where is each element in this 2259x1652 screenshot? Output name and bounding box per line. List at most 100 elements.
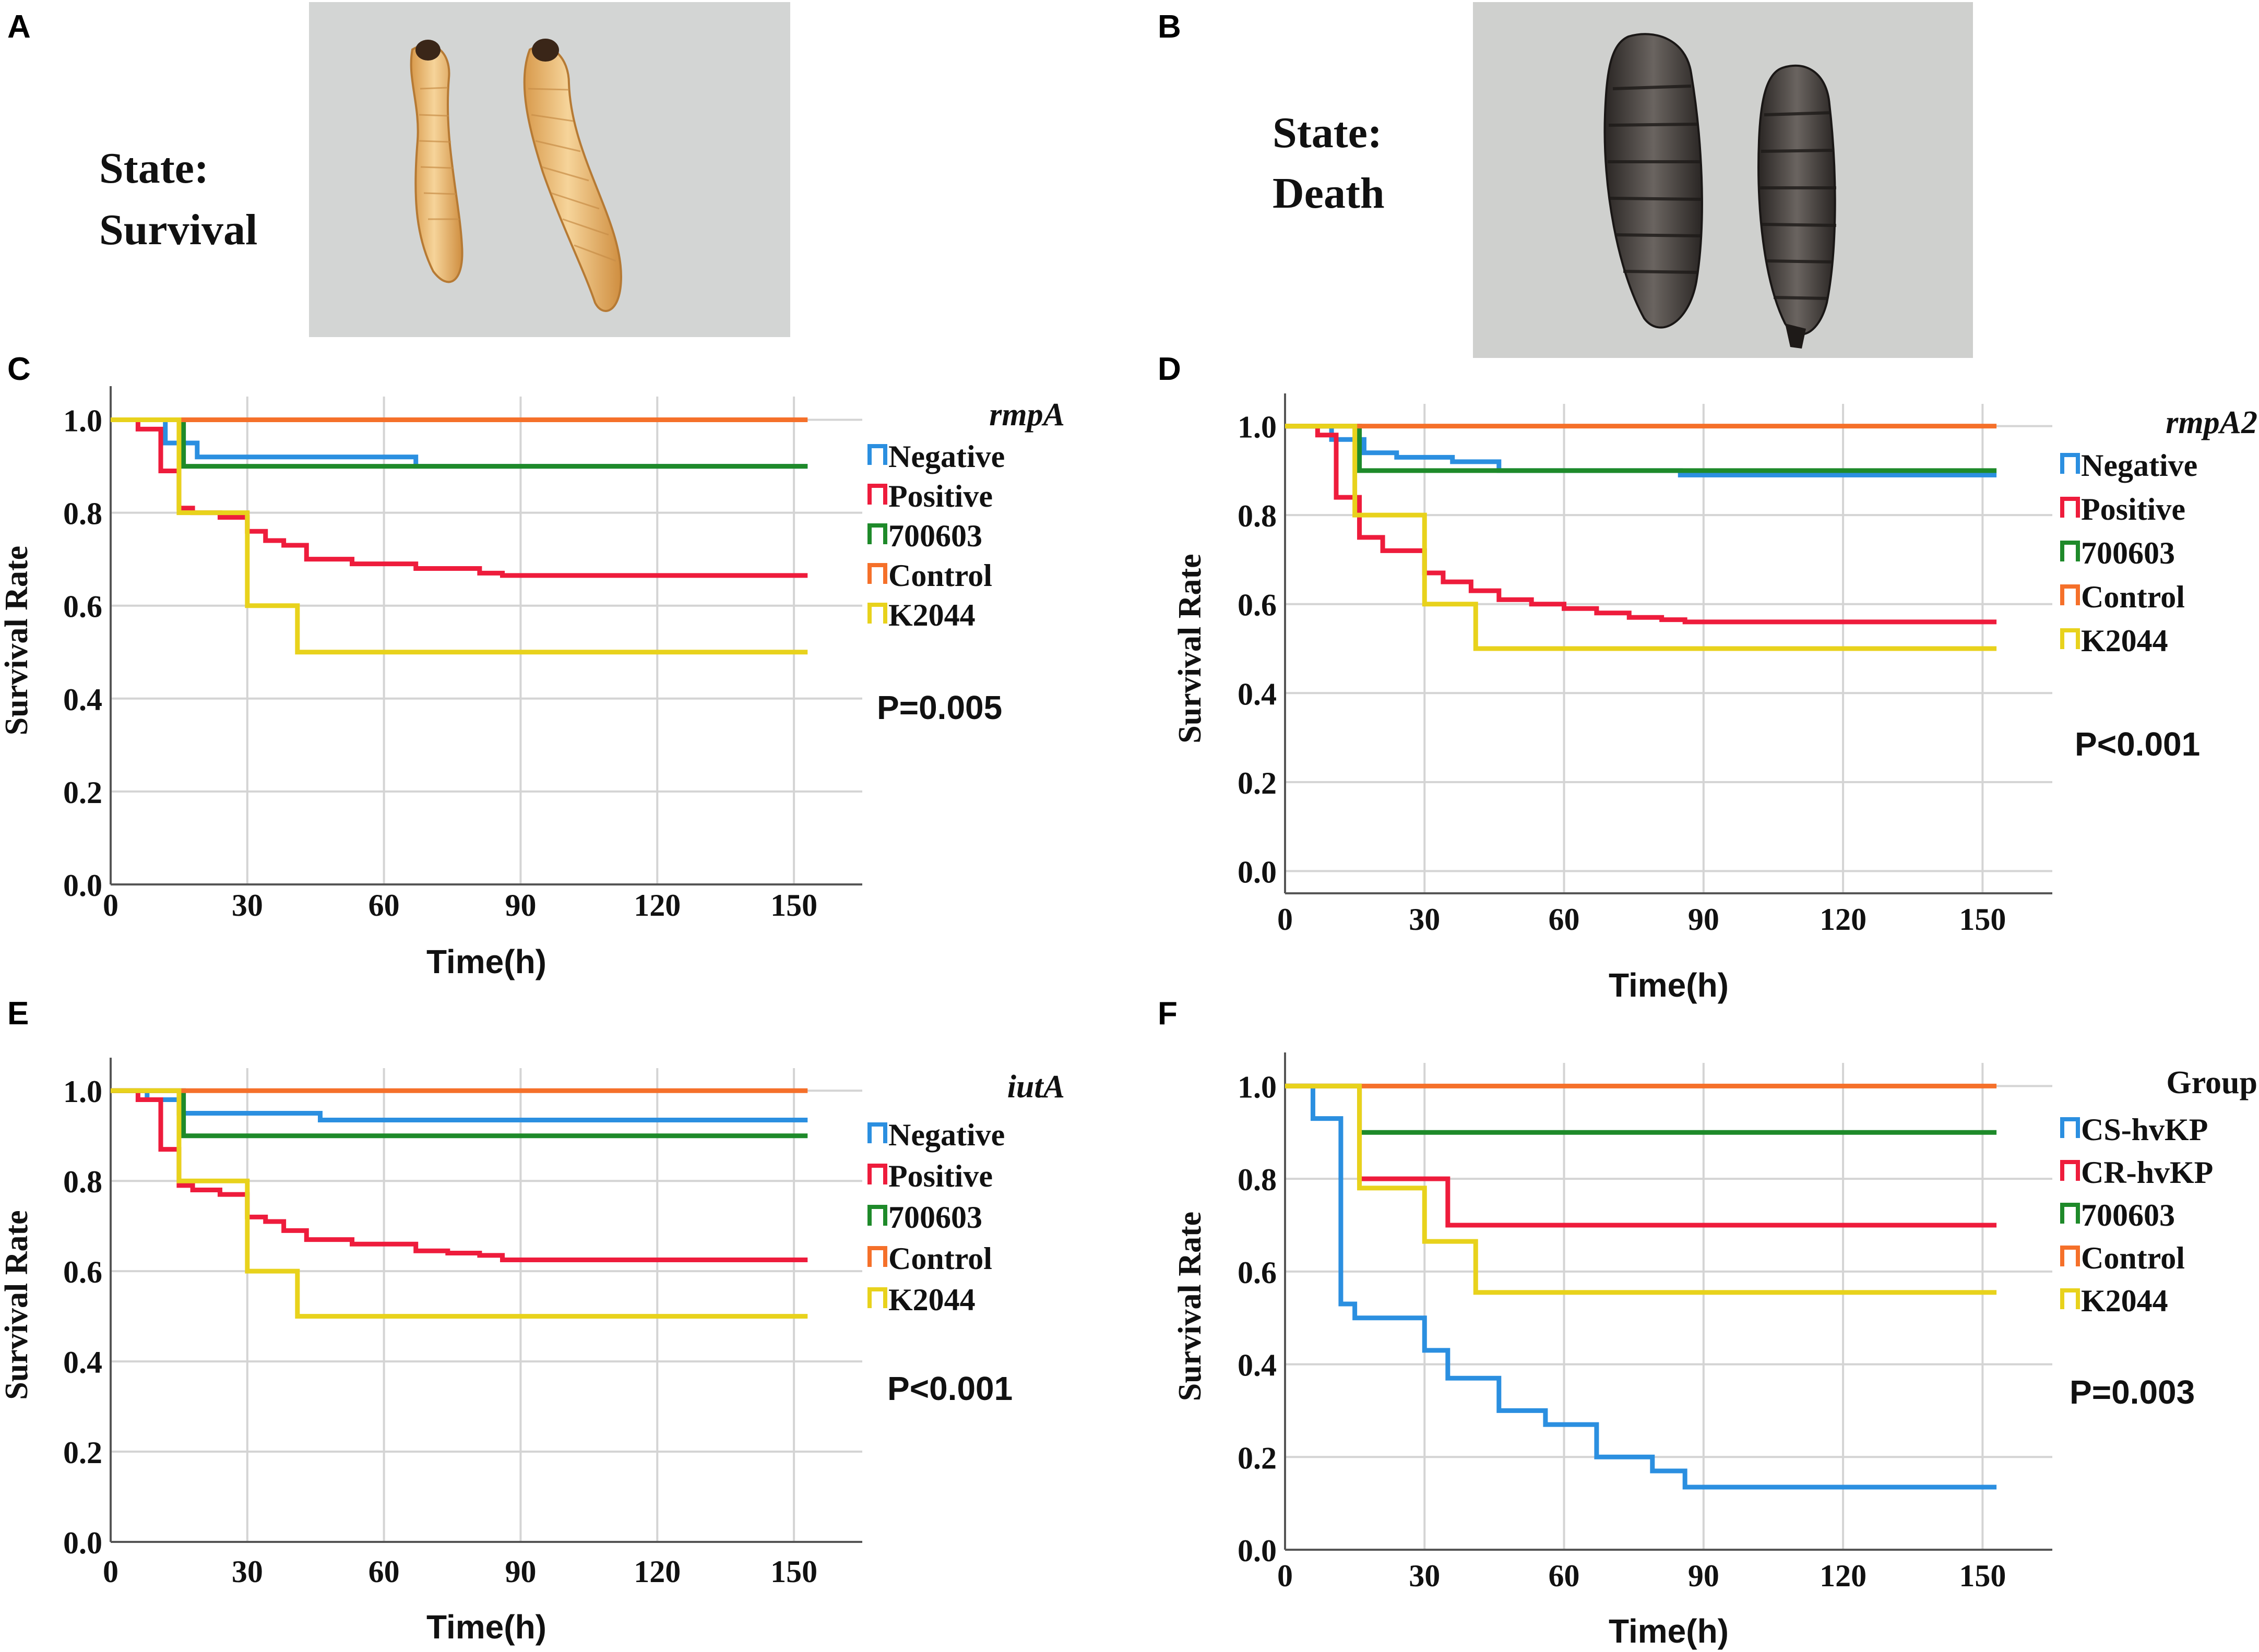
p-value: P=0.003 [2070, 1373, 2195, 1411]
legend-swatch-k2044 [867, 1287, 887, 1308]
panel-letter-c: C [7, 351, 31, 387]
panel-d-chart: D 0.0 0.2 0.4 0.6 0.8 1.0 0 30 60 90 120 150 Time(h) S… [1158, 351, 2257, 1004]
live-larva-right-head [532, 39, 559, 62]
x-tick-label: 120 [634, 1554, 681, 1589]
legend-title: Group [2166, 1065, 2257, 1100]
x-tick-label: 0 [1277, 1559, 1293, 1593]
x-tick-label: 150 [770, 888, 817, 923]
x-tick-label: 120 [1820, 1559, 1866, 1593]
series-line-700603 [1285, 424, 1997, 473]
live-larva-left [410, 44, 463, 283]
y-tick-label: 0.6 [1238, 1255, 1277, 1290]
legend-swatch-negative [2060, 453, 2080, 474]
legend-label: Positive [888, 479, 993, 513]
legend-title: rmpA [989, 397, 1065, 433]
x-tick-label: 150 [1959, 902, 2006, 937]
panel-c-chart: C 0.0 0.2 0.4 0.6 0.8 1.0 0 30 60 90 120 150 Time(h) S… [0, 351, 1065, 980]
legend-swatch-control [867, 1246, 887, 1267]
y-axis-label: Survival Rate [0, 1210, 34, 1399]
y-tick-label: 1.0 [1238, 410, 1277, 445]
state-label-b: State: [1273, 109, 1382, 157]
y-axis-label: Survival Rate [1172, 1212, 1208, 1401]
legend-label: Control [888, 558, 992, 593]
panel-letter-e: E [7, 996, 29, 1032]
legend-label: 700603 [2081, 1198, 2175, 1232]
panel-f-chart: F 0.0 0.2 0.4 0.6 0.8 1.0 0 30 60 90 120 150 Time(h) S… [1158, 996, 2257, 1650]
x-tick-label: 0 [1277, 902, 1293, 937]
legend-label: 700603 [2081, 536, 2175, 570]
series-line-positive [111, 417, 808, 578]
legend-swatch-k2044 [2060, 628, 2080, 649]
legend-label: Control [2081, 1241, 2185, 1275]
legend-label: K2044 [888, 1283, 976, 1317]
panel-letter-a: A [7, 9, 31, 45]
series-line-negative [111, 1088, 808, 1122]
y-tick-label: 0.8 [63, 1165, 102, 1199]
x-tick-label: 90 [505, 888, 536, 923]
series-line-negative [111, 417, 808, 469]
legend-swatch-cs-hvkp [2060, 1117, 2080, 1138]
x-tick-label: 0 [103, 888, 118, 923]
series-line-positive [111, 1088, 808, 1263]
x-tick-label: 30 [232, 888, 263, 923]
x-tick-label: 60 [368, 888, 400, 923]
x-tick-label: 150 [770, 1554, 817, 1589]
y-tick-label: 0.4 [1238, 1348, 1277, 1383]
panel-e-chart: E 0.0 0.2 0.4 0.6 0.8 1.0 0 30 60 90 120 150 Time(h) S… [0, 996, 1065, 1646]
legend-swatch-control [2060, 1246, 2080, 1266]
x-tick-label: 30 [232, 1554, 263, 1589]
x-axis-label: Time(h) [1609, 1612, 1729, 1650]
legend-swatch-k2044 [2060, 1288, 2080, 1309]
y-axis-label: Survival Rate [1172, 554, 1208, 743]
legend-label: Negative [2081, 448, 2197, 483]
x-tick-label: 120 [1820, 902, 1866, 937]
series-line-k2044 [1285, 1083, 1997, 1295]
series-line-negative [1285, 424, 1997, 477]
y-tick-label: 0.0 [1238, 1534, 1277, 1568]
dead-larva-right [1757, 64, 1836, 336]
y-tick-label: 0.8 [1238, 1163, 1277, 1197]
series-line-positive [1285, 424, 1997, 625]
y-tick-label: 1.0 [63, 404, 102, 438]
y-axis-label: Survival Rate [0, 546, 34, 735]
legend-swatch-700603 [2060, 1203, 2080, 1224]
photo-b-background [1473, 2, 1973, 358]
legend-swatch-700603 [867, 523, 887, 544]
live-larva-right [523, 45, 623, 312]
series-line-cr-hvkp [1285, 1083, 1997, 1228]
legend-label: Negative [888, 439, 1005, 474]
legend-label: K2044 [888, 598, 976, 632]
y-tick-label: 0.2 [1238, 1441, 1277, 1475]
series-line-k2044 [111, 417, 808, 655]
y-tick-label: 0.4 [63, 683, 102, 717]
p-value: P<0.001 [887, 1370, 1013, 1407]
legend-label: Positive [888, 1159, 993, 1193]
x-tick-label: 120 [634, 888, 681, 923]
legend-label: Control [888, 1241, 992, 1276]
y-tick-label: 0.2 [1238, 766, 1277, 800]
x-tick-label: 60 [1549, 1559, 1580, 1593]
legend-swatch-control [2060, 584, 2080, 605]
panel-letter-b: B [1158, 9, 1181, 45]
legend-label: Negative [888, 1118, 1005, 1152]
legend-swatch-negative [867, 444, 887, 465]
legend-swatch-700603 [867, 1205, 887, 1226]
y-tick-label: 0.6 [1238, 588, 1277, 623]
series-line-cs-hvkp [1285, 1083, 1997, 1490]
y-tick-label: 0.0 [1238, 855, 1277, 889]
legend-label: 700603 [888, 1200, 982, 1235]
panel-a: A State: Survival [7, 2, 790, 337]
legend-label: CR-hvKP [2081, 1155, 2213, 1190]
panel-b: B State: Death [1158, 2, 1973, 358]
x-axis-label: Time(h) [426, 943, 546, 980]
y-tick-label: 0.6 [63, 590, 102, 624]
y-tick-label: 0.8 [63, 497, 102, 531]
x-tick-label: 0 [103, 1554, 118, 1589]
x-tick-label: 60 [1549, 902, 1580, 937]
x-tick-label: 150 [1959, 1559, 2006, 1593]
y-tick-label: 0.8 [1238, 499, 1277, 533]
panel-letter-d: D [1158, 351, 1181, 387]
x-tick-label: 90 [1688, 902, 1719, 937]
legend-swatch-negative [867, 1122, 887, 1143]
